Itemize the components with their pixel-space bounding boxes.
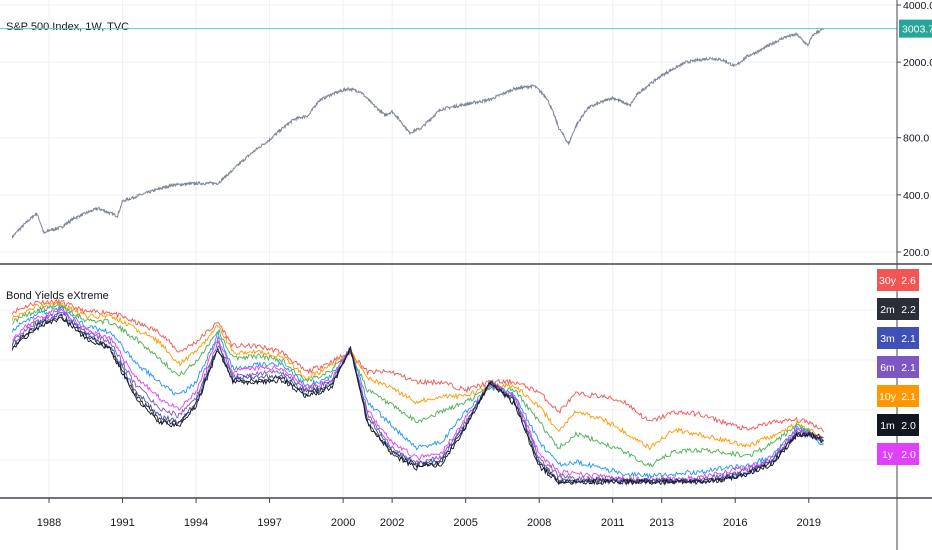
yield-line-5y[interactable] <box>11 304 824 468</box>
series-name-30y: 30y <box>879 275 897 287</box>
yield-line-2y[interactable] <box>11 304 824 480</box>
time-axis-tick-label: 2011 <box>601 517 625 529</box>
yield-line-1m[interactable] <box>11 316 824 486</box>
series-name-3m: 3m <box>880 333 895 345</box>
series-label-3m: 3m 2.1 <box>877 327 919 349</box>
series-label-10y: 10y 2.1 <box>877 385 919 407</box>
last-price-badge: 3003.7 <box>899 19 932 38</box>
time-axis-tick-label: 2013 <box>649 517 673 529</box>
last-price-label: 3003.7 <box>902 24 932 36</box>
price-axis[interactable]: 4000.0 2000.0 800.0 400.0 200.0 3003.7 <box>897 0 932 259</box>
price-pane-title: S&P 500 Index, 1W, TVC <box>6 21 129 33</box>
series-value-30y: 2.6 <box>901 275 916 287</box>
price-axis-tick-label: 2000.0 <box>903 57 932 69</box>
price-axis-tick-label: 400.0 <box>903 190 929 202</box>
series-value-1y: 2.0 <box>901 449 916 461</box>
yield-line-30y[interactable] <box>11 298 824 433</box>
bond-yields-pane-title: Bond Yields eXtreme <box>6 290 109 302</box>
yield-line-1y[interactable] <box>11 308 824 483</box>
series-label-1y: 1y 2.0 <box>877 443 919 465</box>
time-axis-tick-label: 1991 <box>110 517 134 529</box>
series-value-1m: 2.0 <box>901 420 916 432</box>
series-value-2m: 2.2 <box>901 304 916 316</box>
time-axis-tick-label: 1997 <box>257 517 281 529</box>
series-name-2m: 2m <box>880 304 895 316</box>
series-value-10y: 2.1 <box>901 391 916 403</box>
time-axis-tick-label: 2000 <box>331 517 355 529</box>
time-axis-tick-label: 2002 <box>380 517 404 529</box>
grid <box>0 0 897 498</box>
price-axis-tick-label: 800.0 <box>903 133 929 145</box>
time-axis-tick-label: 2005 <box>453 517 477 529</box>
time-axis-tick-label: 1988 <box>37 517 61 529</box>
series-name-1m: 1m <box>880 420 895 432</box>
series-name-6m: 6m <box>880 362 895 374</box>
time-axis-tick-label: 2016 <box>723 517 747 529</box>
series-name-10y: 10y <box>879 391 897 403</box>
series-label-30y: 30y 2.6 <box>877 269 919 291</box>
yield-line-10y[interactable] <box>11 301 824 451</box>
series-label-1m: 1m 2.0 <box>877 414 919 436</box>
bond-yields-pane[interactable]: Bond Yields eXtreme <box>6 290 824 486</box>
time-axis-tick-label: 2008 <box>527 517 551 529</box>
series-value-3m: 2.1 <box>901 333 916 345</box>
price-pane[interactable]: S&P 500 Index, 1W, TVC <box>0 21 897 239</box>
price-axis-tick-label: 4000.0 <box>903 0 932 12</box>
time-axis-tick-label: 2019 <box>797 517 821 529</box>
sp500-price-line[interactable] <box>11 27 824 239</box>
time-axis[interactable]: 1988 1991 1994 1997 2000 2002 2005 2008 2011 2013… <box>37 498 821 529</box>
time-axis-tick-label: 1994 <box>184 517 208 529</box>
series-name-1y: 1y <box>882 449 894 461</box>
series-label-2m: 2m 2.2 <box>877 298 919 320</box>
series-label-stack: 30y 2.6 2m 2.2 3m 2.1 6m 2.1 10y 2.1 1m 2.0 1y 2.0 <box>877 269 919 465</box>
price-axis-tick-label: 200.0 <box>903 247 929 259</box>
series-label-6m: 6m 2.1 <box>877 356 919 378</box>
series-value-6m: 2.1 <box>901 362 916 374</box>
